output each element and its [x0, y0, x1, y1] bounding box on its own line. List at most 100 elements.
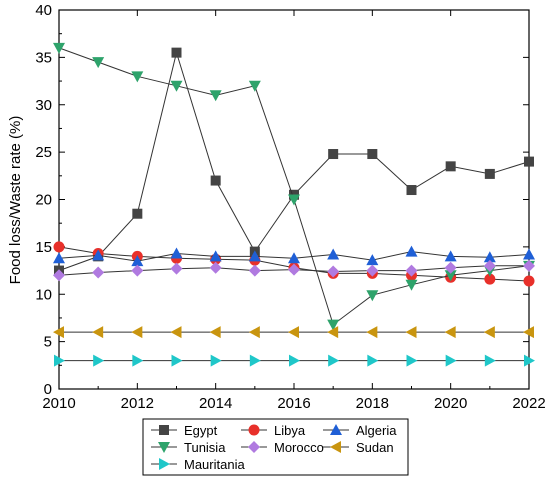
data-point-egypt — [171, 47, 182, 58]
data-point-algeria — [327, 248, 340, 260]
x-tick-label: 2020 — [434, 395, 467, 412]
data-point-sudan — [405, 326, 417, 339]
data-point-egypt — [406, 185, 417, 196]
data-point-algeria — [131, 255, 144, 267]
x-tick-label: 2010 — [42, 395, 75, 412]
legend-label: Morocco — [274, 440, 324, 455]
series-morocco — [53, 259, 535, 282]
legend-label: Algeria — [356, 423, 397, 438]
data-point-egypt — [524, 156, 534, 167]
x-tick-label: 2012 — [121, 395, 154, 412]
data-point-morocco — [327, 265, 340, 278]
data-point-morocco — [405, 264, 418, 277]
data-point-morocco — [209, 261, 222, 274]
legend: Egypt Libya Algeria Tunisia Morocco Sudan Maur… — [142, 418, 409, 476]
data-point-tunisia — [53, 42, 65, 54]
data-point-tunisia — [327, 319, 340, 331]
x-tick-label: 2016 — [277, 395, 310, 412]
data-point-mauritania — [54, 354, 65, 367]
legend-marker — [330, 441, 341, 453]
data-point-libya — [523, 275, 535, 287]
y-tick-label: 0 — [44, 381, 52, 398]
data-point-mauritania — [210, 354, 222, 367]
data-series — [53, 42, 535, 367]
data-point-algeria — [523, 248, 535, 260]
data-point-mauritania — [132, 354, 144, 367]
y-tick-label: 15 — [35, 239, 52, 256]
data-point-mauritania — [93, 354, 105, 367]
data-point-egypt — [210, 175, 221, 186]
data-point-mauritania — [524, 354, 535, 367]
x-tick-label: 2022 — [512, 395, 545, 412]
x-tick-label: 2014 — [199, 395, 232, 412]
axes: 2010 2012 2014 2016 2018 2020 2022 0 5 10 15 20 25 30… — [35, 2, 545, 412]
data-point-algeria — [248, 250, 261, 262]
data-point-mauritania — [484, 354, 496, 367]
data-point-algeria — [288, 252, 300, 264]
y-tick-label: 25 — [35, 144, 52, 161]
data-point-mauritania — [249, 354, 261, 367]
legend-item-mauritania: Mauritania — [151, 457, 245, 472]
data-point-algeria — [92, 249, 105, 261]
series-line-tunisia — [58, 47, 530, 326]
data-point-morocco — [170, 262, 183, 275]
x-tick-label: 2018 — [356, 395, 389, 412]
data-point-tunisia — [288, 194, 300, 206]
data-point-egypt — [445, 161, 456, 172]
data-point-mauritania — [289, 354, 300, 367]
legend-marker — [159, 458, 170, 470]
data-point-mauritania — [445, 354, 457, 367]
data-point-algeria — [170, 247, 183, 259]
data-point-tunisia — [366, 290, 379, 302]
legend-label: Sudan — [356, 440, 394, 455]
data-point-egypt — [328, 149, 339, 160]
data-point-algeria — [483, 251, 496, 263]
data-point-sudan — [288, 326, 299, 339]
legend-item-libya: Libya — [241, 423, 306, 438]
data-point-egypt — [132, 208, 143, 219]
legend-label: Tunisia — [184, 440, 226, 455]
data-point-tunisia — [170, 80, 183, 92]
legend-label: Libya — [274, 423, 306, 438]
legend-box — [142, 418, 409, 476]
data-point-mauritania — [328, 354, 340, 367]
y-tick-label: 5 — [44, 334, 52, 351]
data-point-algeria — [405, 245, 418, 257]
data-point-morocco — [288, 263, 300, 276]
data-point-morocco — [248, 264, 261, 277]
y-axis-title: Food loss/Waste rate (%) — [7, 116, 24, 285]
legend-item-tunisia: Tunisia — [151, 440, 226, 455]
y-tick-label: 10 — [35, 286, 52, 303]
data-point-algeria — [444, 250, 457, 262]
series-mauritania — [54, 354, 535, 367]
data-point-sudan — [92, 326, 104, 339]
data-point-sudan — [366, 326, 378, 339]
series-line-egypt — [58, 50, 530, 272]
data-point-tunisia — [209, 90, 222, 102]
data-point-sudan — [483, 326, 495, 339]
data-point-libya — [53, 241, 65, 253]
data-point-sudan — [209, 326, 221, 339]
data-point-morocco — [131, 264, 144, 277]
y-tick-label: 40 — [35, 2, 52, 19]
series-egypt — [54, 47, 534, 276]
legend-label: Egypt — [184, 423, 218, 438]
legend-label: Mauritania — [184, 457, 245, 472]
data-point-morocco — [523, 259, 535, 272]
data-point-morocco — [92, 266, 105, 279]
legend-marker — [248, 441, 260, 453]
data-point-morocco — [483, 259, 496, 272]
y-tick-label: 35 — [35, 49, 52, 66]
data-point-tunisia — [131, 71, 144, 83]
y-tick-label: 30 — [35, 97, 52, 114]
data-point-morocco — [366, 264, 379, 277]
series-sudan — [53, 326, 534, 339]
legend-marker — [248, 424, 260, 436]
data-point-libya — [484, 273, 496, 285]
y-tick-label: 20 — [35, 192, 52, 209]
data-point-sudan — [327, 326, 339, 339]
data-point-sudan — [444, 326, 456, 339]
data-point-sudan — [248, 326, 260, 339]
data-point-egypt — [367, 149, 378, 160]
data-point-tunisia — [92, 57, 105, 69]
